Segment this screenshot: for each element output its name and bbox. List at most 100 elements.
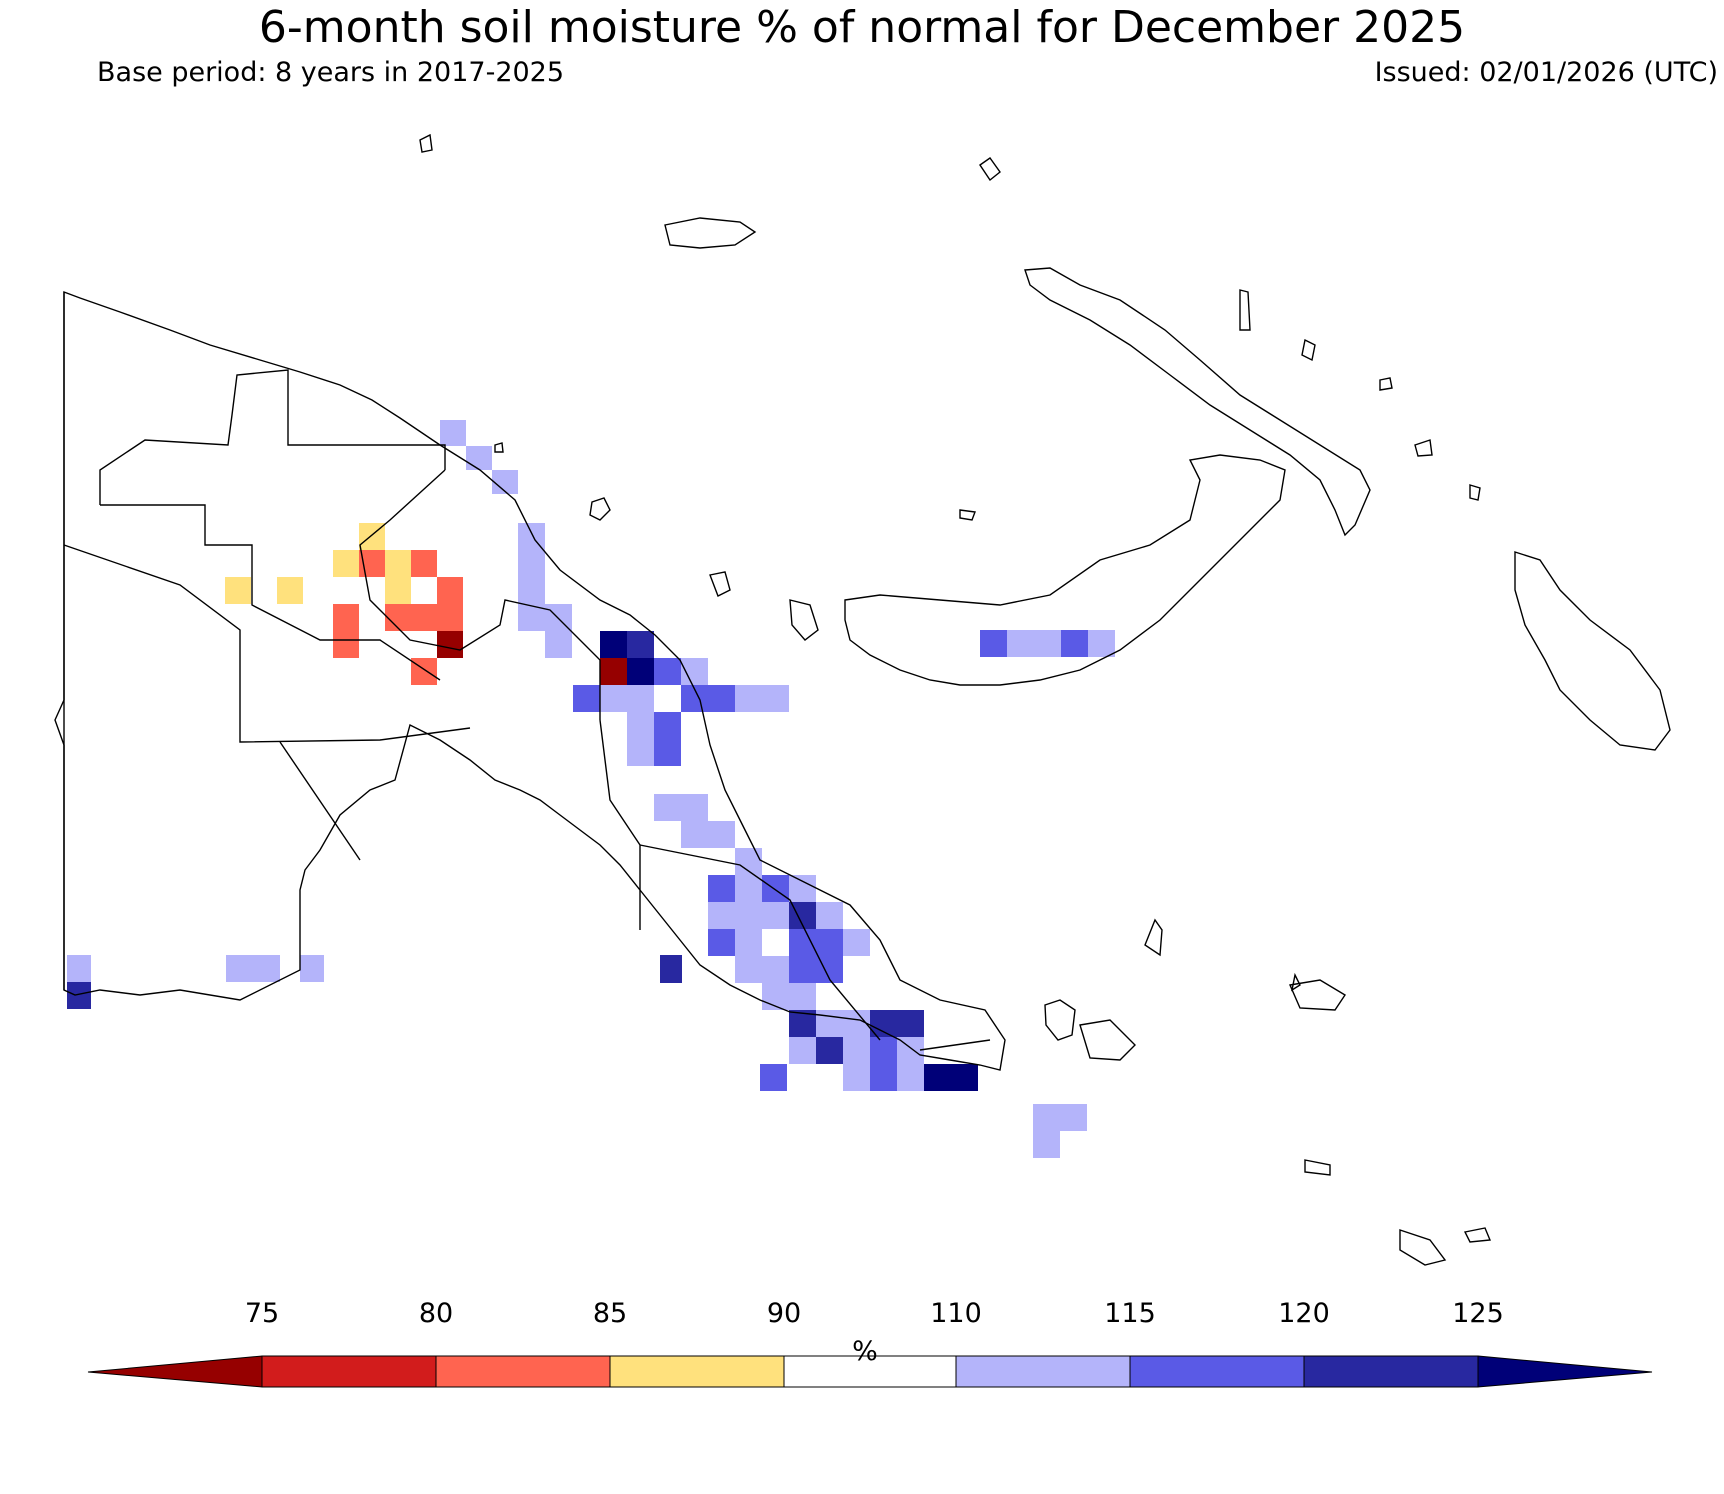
islet-coastline (1414, 439, 1433, 457)
bougainville-coastline (1514, 551, 1671, 751)
grid-cell (735, 685, 762, 712)
colorbar-tick-115: 115 (1104, 1298, 1156, 1329)
grid-cell (1060, 1104, 1087, 1131)
grid-cell (411, 604, 437, 631)
grid-cell (1033, 1104, 1060, 1131)
islet-coastline (959, 509, 976, 521)
colorbar-bin-110-115 (955, 1355, 1131, 1388)
colorbar-tick-85: 85 (592, 1298, 628, 1329)
grid-cell (980, 630, 1007, 657)
islet-coastline (1379, 377, 1393, 391)
grid-cell (654, 739, 681, 766)
grid-cell (816, 929, 843, 956)
new-ireland-coastline (1024, 267, 1371, 537)
grid-cell (816, 1010, 843, 1037)
grid-cell (437, 604, 463, 631)
grid-cell (545, 604, 572, 631)
grid-cell (518, 577, 545, 604)
grid-cell (492, 470, 518, 494)
islet-coastline (419, 133, 433, 153)
grid-cell (300, 955, 324, 982)
grid-cell (600, 631, 627, 658)
islet-coastline (1239, 289, 1251, 331)
islet-coastline (979, 157, 1001, 182)
province-border (100, 504, 441, 681)
grid-cell (762, 956, 789, 983)
province-border (639, 844, 881, 1041)
grid-cell (385, 604, 411, 631)
province-border (599, 719, 641, 930)
grid-cell (762, 902, 789, 929)
colorbar-bin-80-85 (435, 1355, 611, 1388)
grid-cell (226, 955, 253, 982)
grid-cell (789, 983, 816, 1010)
island-coastline (1079, 1019, 1136, 1061)
colorbar-tick-125: 125 (1452, 1298, 1504, 1329)
mainland-coastline (63, 290, 1006, 1071)
grid-cell (843, 1037, 870, 1064)
grid-cell (627, 685, 654, 712)
grid-cell (660, 955, 682, 983)
grid-cell (1088, 630, 1115, 657)
colorbar-high-extension (1477, 1355, 1653, 1388)
island-coastline (1289, 979, 1346, 1011)
grid-cell (870, 1037, 897, 1064)
grid-cell (518, 523, 545, 550)
grid-cell (333, 550, 359, 577)
colorbar-tick-90: 90 (766, 1298, 802, 1329)
grid-cell (437, 631, 463, 658)
island-coastline (1399, 1229, 1447, 1266)
grid-cell (67, 955, 91, 982)
island-coastline (709, 571, 731, 597)
colorbar-bin-120-125 (1303, 1355, 1479, 1388)
grid-cell (627, 712, 654, 739)
grid-cell (789, 1037, 816, 1064)
grid-cell (681, 794, 708, 821)
grid-cell (789, 956, 816, 983)
grid-cell (816, 902, 843, 929)
grid-cell (654, 794, 681, 821)
grid-cell (708, 902, 735, 929)
base-period-label: Base period: 8 years in 2017-2025 (97, 57, 565, 88)
colorbar-tick-110: 110 (930, 1298, 982, 1329)
province-border (279, 741, 361, 861)
colorbar-low-extension (87, 1355, 263, 1388)
grid-cell (843, 929, 870, 956)
grid-cell (466, 446, 492, 470)
colorbar-bin-75-80 (261, 1355, 437, 1388)
grid-cell (1007, 630, 1034, 657)
map-title: 6-month soil moisture % of normal for De… (258, 2, 1466, 53)
grid-cell (411, 658, 437, 685)
international-border (54, 292, 65, 990)
colorbar-tick-75: 75 (244, 1298, 280, 1329)
grid-cell (411, 550, 437, 577)
grid-cell (333, 631, 359, 658)
grid-cell (253, 955, 280, 982)
grid-cell (708, 875, 735, 902)
grid-cell (870, 1064, 897, 1091)
grid-cell (762, 875, 789, 902)
grid-cell (67, 982, 91, 1009)
issued-date-label: Issued: 02/01/2026 (UTC) (1374, 57, 1718, 88)
islet-coastline (1469, 484, 1481, 501)
island-coastline (1463, 1227, 1492, 1243)
grid-cell (573, 685, 600, 712)
grid-cell (437, 577, 463, 604)
grid-cell (735, 902, 762, 929)
province-border (63, 544, 471, 743)
grid-cell (545, 631, 572, 658)
grid-cell (385, 550, 411, 577)
islet-coastline (1290, 972, 1301, 992)
grid-cell (654, 658, 681, 685)
grid-cell (708, 821, 735, 848)
grid-cell (708, 929, 735, 956)
grid-cell (681, 821, 708, 848)
grid-cell (951, 1064, 978, 1091)
manus-coastline (664, 217, 757, 249)
grid-cell (1033, 1131, 1060, 1158)
grid-cell (1061, 630, 1088, 657)
colorbar-bin-115-120 (1129, 1355, 1305, 1388)
grid-cell (654, 712, 681, 739)
anomaly-grid (67, 420, 1115, 1158)
